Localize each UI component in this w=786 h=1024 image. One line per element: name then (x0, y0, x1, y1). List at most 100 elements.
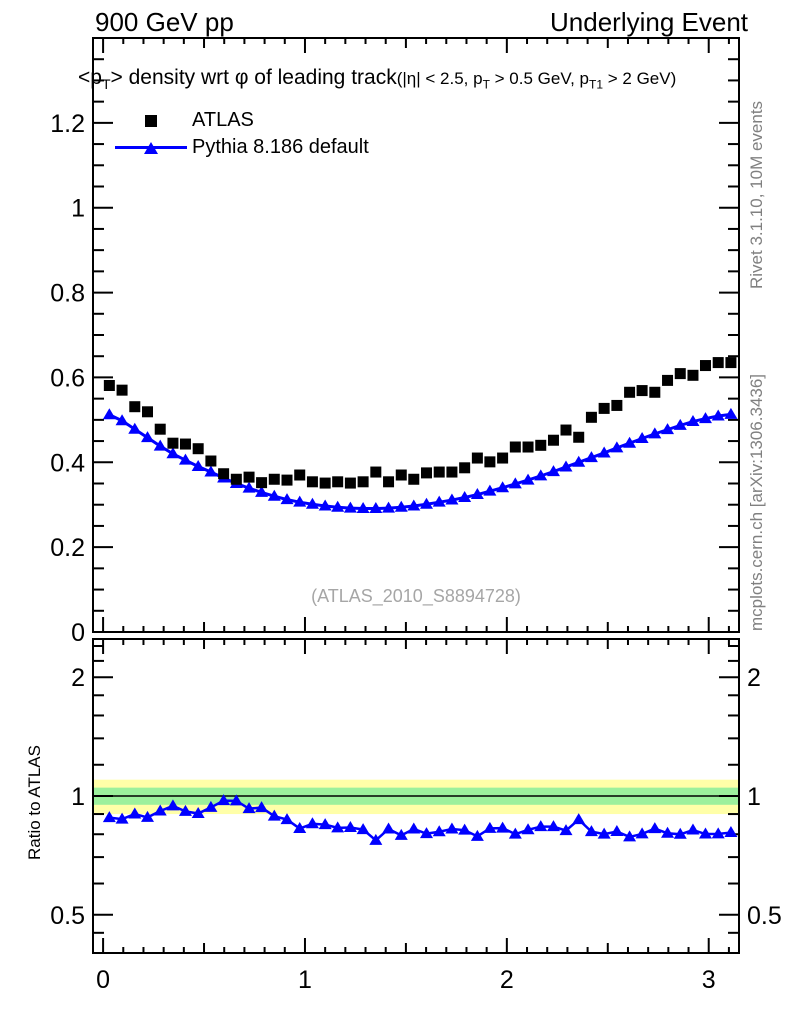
pythia-point (623, 436, 637, 448)
atlas-square-icon (115, 107, 187, 134)
pythia-point (141, 431, 155, 443)
atlas-point (560, 424, 572, 436)
legend-label-pythia: Pythia 8.186 default (192, 136, 369, 158)
pythia-point (191, 460, 205, 472)
atlas-point (471, 452, 483, 464)
main-y-tick-label: 1 (71, 195, 85, 223)
atlas-point (344, 477, 356, 489)
atlas-point (154, 423, 166, 435)
ratio-y-tick-label-left: 0.5 (50, 902, 85, 930)
ratio-point (470, 829, 484, 841)
ratio-point (267, 809, 281, 821)
pythia-point (128, 422, 142, 434)
ratio-point (382, 822, 396, 834)
ratio-point (648, 822, 662, 834)
ratio-point (673, 827, 687, 839)
ratio-point (356, 823, 370, 835)
ratio-y-tick-label-left: 1 (71, 783, 85, 811)
atlas-point (649, 386, 661, 398)
pythia-point (318, 499, 332, 511)
pythia-point (280, 493, 294, 505)
pythia-point (483, 484, 497, 496)
atlas-point (357, 476, 369, 488)
ratio-point (458, 823, 472, 835)
atlas-point (142, 406, 154, 418)
phi-symbol: φ (234, 66, 249, 89)
atlas-point (103, 379, 115, 391)
pythia-point (204, 465, 218, 477)
pythia-point (178, 453, 192, 465)
cuts-fragment: > 2 GeV) (603, 69, 677, 88)
pythia-point (293, 495, 307, 507)
atlas-point (370, 466, 382, 478)
atlas-point (547, 434, 559, 446)
atlas-point (268, 473, 280, 485)
atlas-point (624, 386, 636, 398)
atlas-point (167, 437, 179, 449)
ratio-point (686, 823, 700, 835)
atlas-point (662, 374, 674, 386)
pythia-point (572, 455, 586, 467)
atlas-point (243, 471, 255, 483)
atlas-point (573, 431, 585, 443)
ratio-y-tick-label-right: 2 (747, 664, 761, 692)
atlas-point (433, 466, 445, 478)
pythia-point (635, 432, 649, 444)
pythia-point (419, 497, 433, 509)
pythia-point (698, 412, 712, 424)
pythia-point (102, 408, 116, 420)
plot-title: <pT> density wrt φ of leading track(|η| … (78, 66, 676, 92)
pythia-point (267, 489, 281, 501)
atlas-point (205, 455, 217, 467)
ratio-point (305, 817, 319, 829)
pythia-point (255, 485, 269, 497)
ratio-y-tick-label-left: 2 (71, 664, 85, 692)
ratio-point (445, 822, 459, 834)
atlas-point (636, 385, 648, 397)
main-y-tick-label: 1.2 (50, 110, 85, 138)
atlas-point (699, 360, 711, 372)
atlas-point (230, 473, 242, 485)
x-tick-label: 3 (702, 966, 716, 994)
main-y-tick-label: 0 (71, 619, 85, 647)
ratio-series (102, 794, 738, 845)
cuts-fragment: > 0.5 GeV, p (489, 69, 590, 88)
atlas-point (446, 466, 458, 478)
atlas-point (535, 439, 547, 451)
beam-energy-label: 900 GeV pp (95, 7, 234, 37)
atlas-point (192, 443, 204, 455)
pythia-point (394, 500, 408, 512)
ratio-point (141, 810, 155, 822)
atlas-point (611, 399, 623, 411)
atlas-point (687, 369, 699, 381)
ratio-point (496, 821, 510, 833)
pythia-point (610, 441, 624, 453)
atlas-point (459, 462, 471, 474)
atlas-point (306, 476, 318, 488)
mcplots-reference-label: mcplots.cern.ch [arXiv:1306.3436] (747, 373, 766, 631)
atlas-point (281, 474, 293, 486)
x-tick-label: 2 (500, 966, 514, 994)
pythia-point (242, 481, 256, 493)
pythia-point (470, 488, 484, 500)
atlas-point (497, 452, 509, 464)
atlas-point (294, 469, 306, 481)
pythia-point (458, 491, 472, 503)
ratio-point (584, 825, 598, 837)
pythia-point (356, 502, 370, 514)
pythia-point (115, 414, 129, 426)
pythia-point (166, 447, 180, 459)
pythia-point (153, 439, 167, 451)
ratio-point (483, 821, 497, 833)
atlas-point (484, 456, 496, 468)
title-subscript: T (101, 76, 111, 93)
atlas-point (420, 467, 432, 479)
atlas-point (332, 476, 344, 488)
ratio-point (153, 804, 167, 816)
pythia-point (521, 473, 535, 485)
pythia-triangle-line-icon (115, 134, 187, 161)
pythia-point (496, 481, 510, 493)
ratio-point (204, 800, 218, 812)
